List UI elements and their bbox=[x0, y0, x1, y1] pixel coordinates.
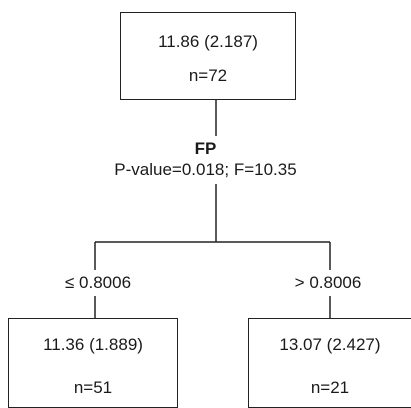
split-statistics: P-value=0.018; F=10.35 bbox=[114, 160, 297, 179]
left-child-mean-sd: 11.36 (1.889) bbox=[43, 335, 143, 354]
root-node: 11.86 (2.187) n=72 bbox=[120, 12, 296, 100]
right-child-mean-sd: 13.07 (2.427) bbox=[279, 335, 381, 354]
left-child-sample-size: n=51 bbox=[73, 378, 113, 397]
root-mean-sd: 11.86 (2.187) bbox=[158, 32, 258, 51]
root-sample-size: n=72 bbox=[188, 66, 228, 85]
split-variable: FP bbox=[194, 139, 217, 158]
right-branch-condition: > 0.8006 bbox=[294, 273, 362, 292]
right-child-node: 13.07 (2.427) n=21 bbox=[248, 318, 411, 408]
left-child-node: 11.36 (1.889) n=51 bbox=[8, 318, 178, 408]
right-child-sample-size: n=21 bbox=[310, 378, 350, 397]
left-branch-condition: ≤ 0.8006 bbox=[64, 273, 132, 292]
